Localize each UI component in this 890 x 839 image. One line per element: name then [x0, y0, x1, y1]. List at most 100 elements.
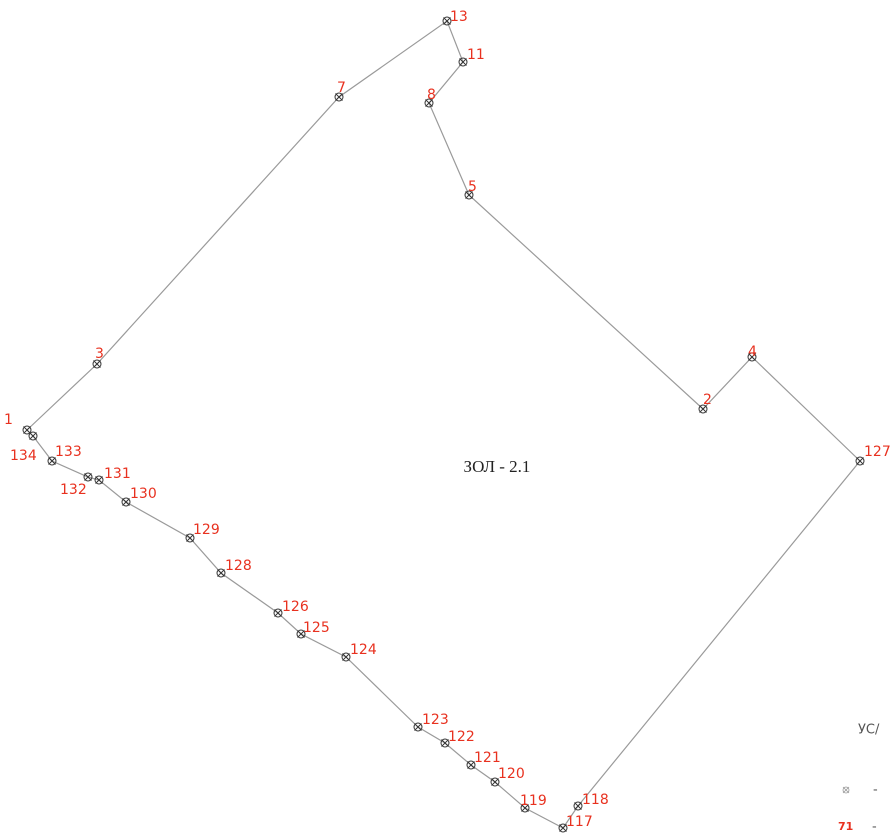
- point-label: 3: [95, 346, 104, 362]
- point-label: 7: [337, 80, 346, 96]
- point-label: 117: [566, 814, 593, 830]
- point-cross: [748, 353, 756, 361]
- point-cross: [93, 360, 101, 368]
- boundary-point: [92, 359, 102, 369]
- point-marker: [296, 629, 306, 639]
- boundary-point: [94, 475, 104, 485]
- legend-symbol: [842, 786, 850, 794]
- point-cross: [95, 476, 103, 484]
- point-marker: [216, 568, 226, 578]
- point-label: 8: [427, 87, 436, 103]
- point-cross: [274, 609, 282, 617]
- point-cross: [441, 739, 449, 747]
- boundary-point: [464, 190, 474, 200]
- boundary-point: [440, 738, 450, 748]
- point-cross: [856, 457, 864, 465]
- point-cross: [84, 473, 92, 481]
- point-cross: [559, 824, 567, 832]
- boundary-point: [334, 92, 344, 102]
- point-label: 2: [703, 392, 712, 408]
- point-label: 126: [282, 599, 309, 615]
- boundary-point: [22, 425, 32, 435]
- point-marker: [28, 431, 38, 441]
- point-marker: [698, 404, 708, 414]
- point-marker: [458, 57, 468, 67]
- point-marker: [121, 497, 131, 507]
- point-marker: [464, 190, 474, 200]
- point-label: 121: [474, 750, 501, 766]
- point-label: 1: [4, 412, 13, 428]
- point-marker: [490, 777, 500, 787]
- point-label: 5: [468, 179, 477, 195]
- point-marker: [413, 722, 423, 732]
- point-cross: [425, 99, 433, 107]
- legend-title: УС/: [858, 723, 880, 738]
- point-cross: [414, 723, 422, 731]
- point-cross: [465, 191, 473, 199]
- point-marker: [47, 456, 57, 466]
- point-label: 124: [350, 642, 377, 658]
- boundary-point: [216, 568, 226, 578]
- point-label: 130: [130, 486, 157, 502]
- point-label: 120: [498, 766, 525, 782]
- point-cross: [186, 534, 194, 542]
- boundary-point: [413, 722, 423, 732]
- legend-label: 71: [838, 820, 853, 833]
- point-cross: [699, 405, 707, 413]
- point-label: 131: [104, 466, 131, 482]
- point-label: 127: [864, 444, 890, 460]
- zone-label: ЗОЛ - 2.1: [464, 457, 531, 476]
- point-marker: [341, 652, 351, 662]
- point-cross: [23, 426, 31, 434]
- point-label: 128: [225, 558, 252, 574]
- boundary-point: [47, 456, 57, 466]
- point-marker: [466, 760, 476, 770]
- point-label: 119: [520, 793, 547, 809]
- point-cross: [48, 457, 56, 465]
- point-cross: [29, 432, 37, 440]
- point-marker: [747, 352, 757, 362]
- boundary-point: [520, 803, 530, 813]
- point-marker: [334, 92, 344, 102]
- point-marker: [92, 359, 102, 369]
- point-marker: [424, 98, 434, 108]
- legend-text: -: [873, 783, 878, 798]
- point-marker: [442, 16, 452, 26]
- point-label: 129: [193, 522, 220, 538]
- boundary-point: [341, 652, 351, 662]
- point-marker: [273, 608, 283, 618]
- point-label: 123: [422, 712, 449, 728]
- point-marker: [94, 475, 104, 485]
- boundary-point: [28, 431, 38, 441]
- boundary-point: [855, 456, 865, 466]
- boundary-point: [458, 57, 468, 67]
- point-label: 134: [10, 448, 37, 464]
- point-cross: [217, 569, 225, 577]
- point-label: 11: [467, 47, 485, 63]
- point-label: 133: [55, 444, 82, 460]
- boundary-point: [83, 472, 93, 482]
- point-label: 118: [582, 792, 609, 808]
- point-marker: [440, 738, 450, 748]
- point-label: 125: [303, 620, 330, 636]
- boundary-point: [747, 352, 757, 362]
- point-cross: [491, 778, 499, 786]
- legend-text: -: [872, 820, 877, 835]
- point-marker: [573, 801, 583, 811]
- point-label: 122: [448, 729, 475, 745]
- point-marker: [520, 803, 530, 813]
- boundary-point: [121, 497, 131, 507]
- point-cross: [459, 58, 467, 66]
- point-marker: [22, 425, 32, 435]
- point-cross: [335, 93, 343, 101]
- point-label: 13: [450, 9, 468, 25]
- boundary-point: [490, 777, 500, 787]
- boundary-point: [185, 533, 195, 543]
- boundary-point: [573, 801, 583, 811]
- zone-boundary: [26, 20, 861, 829]
- point-label: 132: [60, 482, 87, 498]
- boundary-point: [558, 823, 568, 833]
- boundary-point: [424, 98, 434, 108]
- boundary-point: [466, 760, 476, 770]
